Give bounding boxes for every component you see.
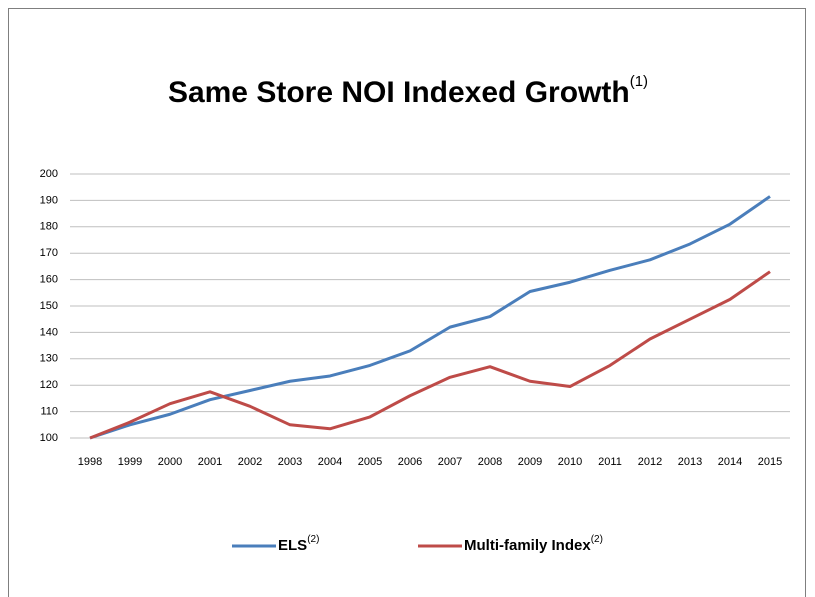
y-tick-label: 110: [40, 406, 58, 418]
x-tick-label: 2014: [718, 456, 742, 468]
series-line: [89, 270, 771, 440]
y-tick-label: 160: [40, 274, 58, 286]
chart-border: [8, 8, 806, 597]
title-superscript: (1): [630, 73, 648, 90]
x-tick-label: 2005: [358, 456, 382, 468]
x-tick-label: 2010: [558, 456, 582, 468]
x-tick-label: 2012: [638, 456, 662, 468]
y-tick-label: 190: [40, 194, 58, 206]
legend-superscript: (2): [307, 534, 319, 545]
x-tick-label: 2004: [318, 456, 342, 468]
y-tick-label: 120: [40, 379, 58, 391]
x-tick-label: 2000: [158, 456, 182, 468]
legend-entry: ELS(2): [278, 534, 319, 554]
x-tick-label: 2003: [278, 456, 302, 468]
y-tick-label: 150: [40, 300, 58, 312]
x-tick-label: 2009: [518, 456, 542, 468]
y-tick-label: 170: [40, 247, 58, 259]
x-tick-label: 2011: [598, 456, 622, 468]
x-tick-label: 2015: [758, 456, 782, 468]
y-tick-label: 200: [40, 168, 58, 180]
legend-entry: Multi-family Index(2): [464, 534, 603, 554]
x-tick-label: 2002: [238, 456, 262, 468]
x-tick-label: 1998: [78, 456, 102, 468]
y-tick-label: 180: [40, 221, 58, 233]
x-tick-label: 2013: [678, 456, 702, 468]
x-tick-label: 2008: [478, 456, 502, 468]
legend-name: Multi-family Index: [464, 537, 591, 554]
legend-name: ELS: [278, 537, 307, 554]
x-tick-label: 1999: [118, 456, 142, 468]
y-tick-label: 130: [40, 353, 58, 365]
chart-title: Same Store NOI Indexed Growth(1): [168, 73, 648, 109]
legend-superscript: (2): [591, 534, 603, 545]
x-tick-label: 2001: [198, 456, 222, 468]
y-tick-label: 140: [40, 326, 58, 338]
x-tick-label: 2007: [438, 456, 462, 468]
y-tick-label: 100: [40, 432, 58, 444]
x-tick-label: 2006: [398, 456, 422, 468]
title-text: Same Store NOI Indexed Growth: [168, 76, 630, 109]
series-line: [89, 195, 771, 440]
